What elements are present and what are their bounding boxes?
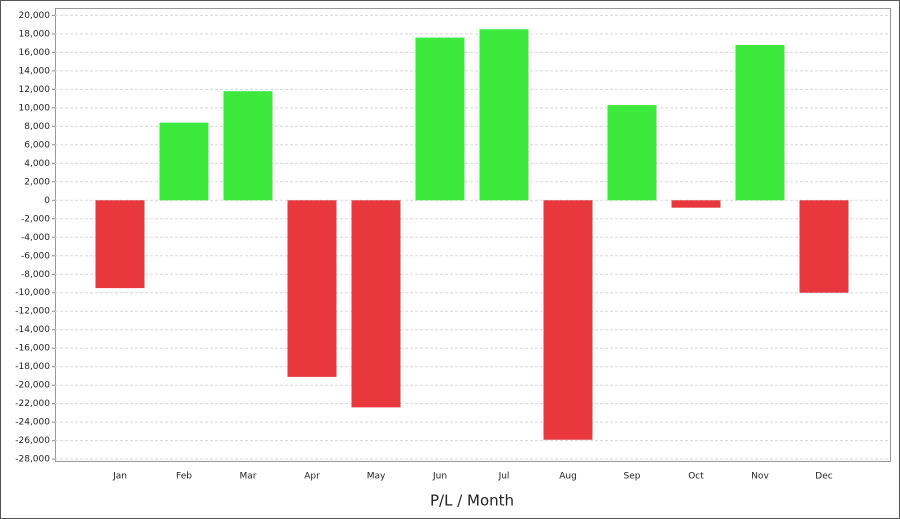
x-tick-label: Mar	[240, 472, 257, 482]
y-tick-label: -26,000	[15, 436, 50, 446]
x-tick-label: Nov	[751, 472, 769, 482]
x-tick-label: Feb	[176, 472, 192, 482]
y-tick-label: -10,000	[15, 288, 50, 298]
y-tick-label: 16,000	[19, 48, 51, 58]
y-tick-label: -16,000	[15, 344, 50, 354]
x-axis-label: P/L / Month	[430, 492, 514, 510]
y-tick-label: -8,000	[21, 270, 50, 280]
x-tick-label: Oct	[688, 472, 704, 482]
y-tick-label: -12,000	[15, 307, 50, 317]
y-tick-label: 10,000	[19, 103, 51, 113]
y-tick-label: -18,000	[15, 362, 50, 372]
bar	[479, 29, 529, 201]
x-tick-label: Jan	[112, 472, 127, 482]
x-tick-label: Apr	[304, 472, 320, 482]
x-tick-label: Sep	[624, 472, 641, 482]
bar	[287, 200, 337, 377]
y-tick-label: -4,000	[21, 233, 50, 243]
y-tick-label: -28,000	[15, 455, 50, 465]
y-tick-label: -2,000	[21, 214, 50, 224]
y-tick-label: 0	[44, 196, 50, 206]
y-tick-label: -6,000	[21, 251, 50, 261]
x-tick-label: Jun	[432, 472, 447, 482]
bar	[671, 200, 721, 208]
y-tick-label: 12,000	[19, 85, 51, 95]
y-tick-label: -14,000	[15, 325, 50, 335]
y-tick-label: 14,000	[19, 66, 51, 76]
x-tick-label: Dec	[815, 472, 832, 482]
y-tick-label: -24,000	[15, 418, 50, 428]
bar	[607, 105, 657, 201]
y-tick-label: -22,000	[15, 399, 50, 409]
y-tick-label: 20,000	[19, 11, 51, 21]
bar	[95, 200, 145, 289]
bar	[223, 91, 273, 201]
bar	[159, 122, 209, 201]
bar	[543, 200, 593, 440]
y-tick-label: 18,000	[19, 29, 51, 39]
x-tick-label: May	[367, 472, 386, 482]
x-tick-label: Jul	[498, 472, 510, 482]
y-tick-label: 2,000	[24, 177, 50, 187]
bar	[351, 200, 401, 408]
y-tick-label: 6,000	[24, 140, 50, 150]
bar	[415, 37, 465, 201]
bar	[735, 44, 785, 201]
y-tick-label: 8,000	[24, 122, 50, 132]
y-tick-label: 4,000	[24, 159, 50, 169]
bar	[799, 200, 849, 293]
y-tick-label: -20,000	[15, 381, 50, 391]
x-tick-label: Aug	[559, 472, 577, 482]
